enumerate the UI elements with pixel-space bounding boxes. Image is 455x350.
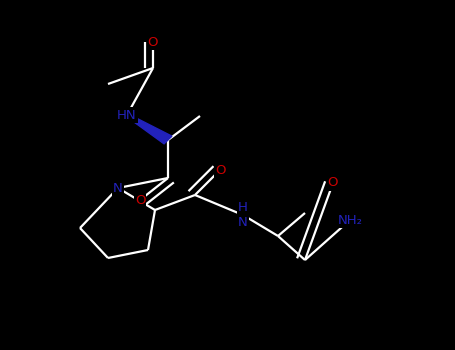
Text: N: N <box>113 182 123 195</box>
Text: H
N: H N <box>238 201 248 229</box>
Text: O: O <box>215 163 225 176</box>
Text: HN: HN <box>117 108 137 121</box>
Text: O: O <box>135 194 145 206</box>
Text: O: O <box>148 35 158 49</box>
Text: NH₂: NH₂ <box>338 214 363 226</box>
Text: O: O <box>328 176 338 189</box>
Polygon shape <box>126 114 172 144</box>
